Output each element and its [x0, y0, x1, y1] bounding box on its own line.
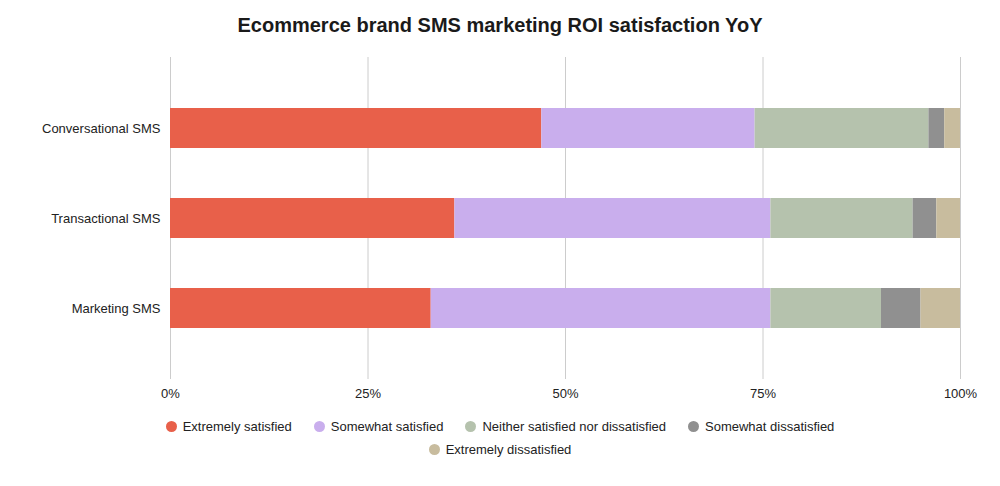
- svg-text:Transactional SMS: Transactional SMS: [51, 211, 161, 226]
- svg-text:Marketing SMS: Marketing SMS: [72, 301, 161, 316]
- svg-text:25%: 25%: [355, 386, 381, 401]
- svg-text:75%: 75%: [750, 386, 776, 401]
- svg-text:50%: 50%: [552, 386, 578, 401]
- html-text:Somewhat dissatisfied: Somewhat dissatisfied: [705, 419, 835, 434]
- html-text:Ecommerce brand SMS marketing: Ecommerce brand SMS marketing ROI satisf…: [237, 14, 763, 36]
- html-text:Somewhat satisfied: Somewhat satisfied: [330, 419, 444, 434]
- svg-text:100%: 100%: [944, 386, 978, 401]
- svg-text:Conversational SMS: Conversational SMS: [42, 121, 161, 136]
- html-text:Extremely satisfied: Extremely satisfied: [182, 419, 292, 434]
- svg-text:0%: 0%: [161, 386, 180, 401]
- html-text:Neither satisfied nor dissatis: Neither satisfied nor dissatisfied: [482, 419, 666, 434]
- html-text:Extremely dissatisfied: Extremely dissatisfied: [445, 442, 572, 457]
